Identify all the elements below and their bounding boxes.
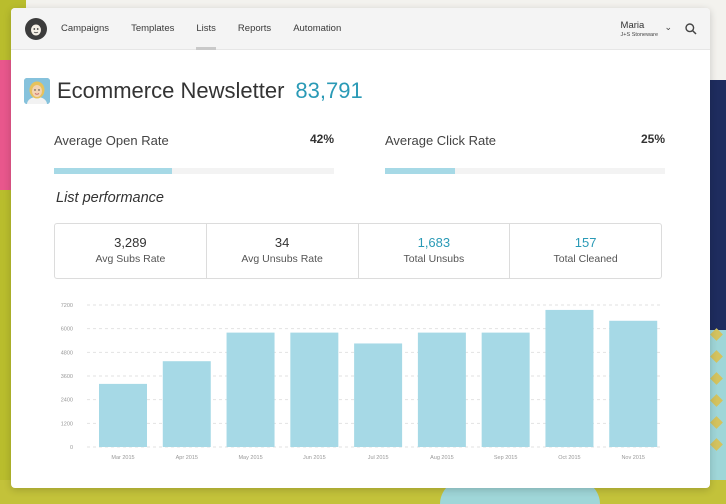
y-tick-label: 0 [70, 445, 73, 451]
mailchimp-logo-icon[interactable] [25, 17, 47, 40]
nav-templates[interactable]: Templates [131, 22, 175, 34]
list-avatar [24, 78, 50, 104]
open-rate-label: Average Open Rate [54, 133, 169, 148]
x-tick-label: Jul 2015 [368, 455, 389, 461]
open-rate-value: 42% [309, 132, 334, 146]
account-menu[interactable]: Maria J+S Stoneware [621, 20, 658, 38]
y-tick-label: 1200 [61, 421, 73, 427]
section-title: List performance [56, 190, 164, 206]
chevron-down-icon[interactable]: ⌄ [664, 22, 672, 32]
stat-avg-unsubs-rate: 34 Avg Unsubs Rate [207, 224, 359, 278]
click-rate-bar [385, 168, 665, 174]
search-icon[interactable] [684, 22, 698, 36]
stat-label: Total Cleaned [553, 253, 618, 265]
app-window: Campaigns Templates Lists Reports Automa… [11, 8, 710, 488]
bar [417, 332, 466, 447]
user-org: J+S Stoneware [620, 32, 658, 38]
stat-value: 34 [274, 235, 290, 250]
click-rate-bar-fill [385, 168, 455, 174]
click-rate-value: 25% [640, 132, 665, 146]
bar [481, 332, 530, 447]
user-name: Maria [620, 20, 645, 31]
stat-value: 3,289 [114, 235, 147, 250]
top-nav: Campaigns Templates Lists Reports Automa… [11, 8, 710, 50]
bar [162, 361, 211, 447]
open-rate-bar [54, 168, 334, 174]
click-rate: Average Click Rate 25% [385, 132, 665, 174]
stat-value: 1,683 [417, 235, 451, 250]
stat-label: Total Unsubs [403, 253, 465, 265]
x-tick-label: Mar 2015 [111, 455, 134, 461]
y-tick-label: 7200 [61, 303, 73, 309]
x-tick-label: Jun 2015 [303, 455, 326, 461]
x-tick-label: Apr 2015 [176, 455, 198, 461]
bar [545, 309, 594, 447]
stat-value: 157 [574, 235, 597, 250]
list-header: Ecommerce Newsletter 83,791 [24, 78, 363, 104]
x-tick-label: Oct 2015 [558, 455, 580, 461]
y-tick-label: 2400 [61, 398, 73, 404]
click-rate-label: Average Click Rate [385, 133, 497, 148]
open-rate: Average Open Rate 42% [54, 132, 334, 174]
x-tick-label: Nov 2015 [621, 455, 645, 461]
bar [226, 332, 275, 447]
stat-label: Avg Subs Rate [95, 253, 166, 265]
bar [290, 332, 339, 447]
x-tick-label: May 2015 [238, 455, 262, 461]
x-tick-label: Aug 2015 [430, 455, 454, 461]
open-rate-bar-fill [54, 168, 172, 174]
stat-total-cleaned: 157 Total Cleaned [510, 224, 661, 278]
performance-chart: 0 1200 2400 3600 4800 6000 7200 Mar 2015 Apr 201… [61, 303, 661, 461]
nav-campaigns[interactable]: Campaigns [61, 22, 110, 34]
nav-automation[interactable]: Automation [293, 22, 342, 34]
nav-links: Campaigns Templates Lists Reports Automa… [61, 8, 363, 50]
subscriber-count: 83,791 [295, 78, 363, 103]
y-tick-label: 6000 [61, 327, 73, 333]
bar [354, 343, 403, 447]
nav-lists[interactable]: Lists [196, 8, 216, 50]
bar [609, 320, 658, 447]
bar [99, 383, 147, 447]
stats-panel: 3,289 Avg Subs Rate 34 Avg Unsubs Rate 1… [54, 223, 662, 279]
y-tick-label: 3600 [61, 374, 73, 380]
nav-reports[interactable]: Reports [237, 22, 272, 34]
page-title: Ecommerce Newsletter [57, 78, 285, 103]
y-tick-label: 4800 [61, 350, 73, 356]
stat-total-unsubs: 1,683 Total Unsubs [359, 224, 511, 278]
stat-label: Avg Unsubs Rate [241, 253, 323, 265]
stat-avg-subs-rate: 3,289 Avg Subs Rate [55, 224, 207, 278]
x-tick-label: Sep 2015 [494, 455, 518, 461]
